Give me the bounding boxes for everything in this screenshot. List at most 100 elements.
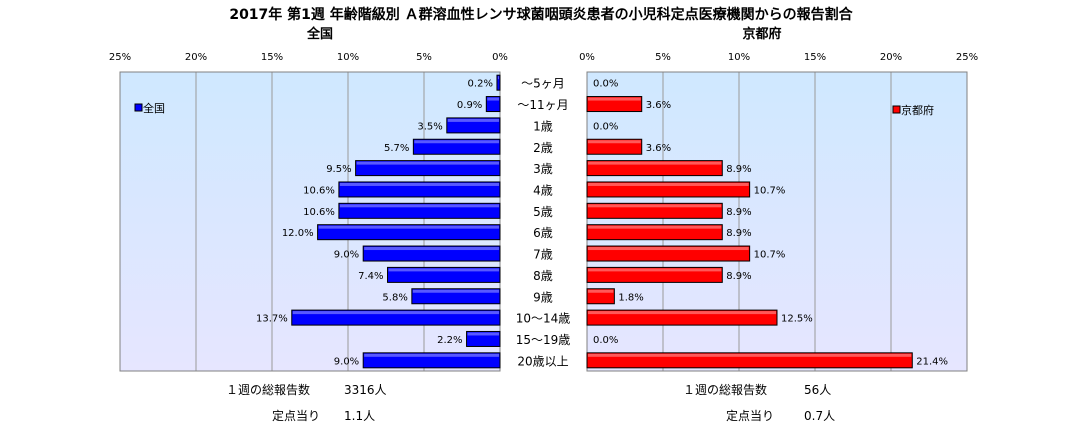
left-data-label: 9.0% — [334, 356, 359, 367]
right-bar — [586, 160, 723, 177]
right-tick-label: 0% — [579, 52, 595, 63]
category-label: 3歳 — [533, 162, 553, 176]
left-data-label: 10.6% — [303, 207, 335, 218]
right-bar — [586, 245, 751, 262]
left-bar — [338, 202, 501, 219]
left-bar — [317, 224, 501, 241]
left-bar-highlight — [339, 204, 499, 208]
left-bar-highlight — [364, 247, 499, 251]
right-footer: １週の総報告数 56人 定点当り 0.7人 — [683, 382, 835, 423]
left-data-label: 3.5% — [417, 121, 442, 132]
left-tick-label: 15% — [261, 52, 283, 63]
left-data-label: 9.0% — [334, 250, 359, 261]
right-bar-highlight — [588, 353, 912, 357]
kyoto-total-value: 56人 — [804, 383, 831, 397]
left-bar-highlight — [318, 225, 499, 229]
left-bar — [355, 160, 501, 177]
right-bar — [586, 309, 778, 326]
category-label: 15〜19歳 — [516, 333, 571, 347]
right-data-label: 10.7% — [754, 185, 786, 196]
left-plot-area — [120, 72, 500, 371]
right-bar — [586, 352, 913, 369]
national-total-label: １週の総報告数 — [226, 382, 310, 397]
right-data-label: 1.8% — [618, 292, 643, 303]
left-legend: 全国 — [134, 101, 165, 115]
right-bar-highlight — [588, 289, 614, 293]
left-data-label: 9.5% — [326, 164, 351, 175]
right-panel: 0% 5% 10% 15% 20% 25%0.0%3.6%0.0%3.6%8.9%10.7… — [579, 52, 978, 372]
left-tick-label: 10% — [337, 52, 359, 63]
left-tick-label: 0% — [492, 52, 508, 63]
left-data-label: 2.2% — [437, 335, 462, 346]
right-data-label: 0.0% — [593, 335, 618, 346]
left-bar-highlight — [364, 353, 499, 357]
right-bar-highlight — [588, 204, 722, 208]
left-tick-label: 5% — [416, 52, 432, 63]
category-label: 6歳 — [533, 226, 553, 240]
left-bar — [291, 309, 501, 326]
left-bar — [466, 330, 501, 347]
left-bar-highlight — [487, 97, 499, 101]
left-data-label: 0.9% — [457, 100, 482, 111]
right-data-label: 3.6% — [646, 100, 671, 111]
right-bar-highlight — [588, 97, 641, 101]
right-bar-highlight — [588, 311, 776, 315]
right-data-label: 12.5% — [781, 314, 813, 325]
category-label: 4歳 — [533, 183, 553, 197]
right-data-label: 8.9% — [726, 164, 751, 175]
right-plot-border — [586, 71, 968, 372]
category-label: 20歳以上 — [517, 354, 568, 368]
right-data-label: 3.6% — [646, 143, 671, 154]
right-data-label: 8.9% — [726, 271, 751, 282]
left-bar-highlight — [414, 140, 499, 144]
left-data-label: 7.4% — [358, 271, 383, 282]
right-tick-label: 15% — [804, 52, 826, 63]
legend-swatch — [892, 105, 901, 114]
right-data-label: 8.9% — [726, 207, 751, 218]
left-bar-highlight — [339, 182, 499, 186]
left-bar — [412, 138, 501, 155]
kyoto-total-label: １週の総報告数 — [683, 382, 767, 397]
right-bar — [586, 224, 723, 241]
left-bar — [362, 245, 501, 262]
kyoto-per-value: 0.7人 — [804, 409, 835, 423]
right-tick-label: 5% — [655, 52, 671, 63]
right-tick-label: 10% — [728, 52, 750, 63]
right-data-label: 10.7% — [754, 250, 786, 261]
category-labels: 〜5ヶ月〜11ヶ月 1歳 2歳 3歳 4歳 5歳 6歳 7歳 8歳 9歳 10〜14歳 15〜19歳 2… — [516, 77, 571, 369]
left-bar — [496, 74, 501, 91]
right-data-label: 8.9% — [726, 228, 751, 239]
national-per-label: 定点当り — [272, 408, 320, 423]
right-bar-highlight — [588, 225, 722, 229]
right-bar-highlight — [588, 268, 722, 272]
kyoto-per-label: 定点当り — [726, 408, 774, 423]
right-legend: 京都府 — [892, 103, 934, 117]
category-label: 9歳 — [533, 290, 553, 304]
right-data-label: 21.4% — [916, 356, 948, 367]
left-plot-border — [119, 71, 501, 372]
right-bar-highlight — [588, 161, 722, 165]
right-panel-title: 京都府 — [742, 26, 781, 42]
left-bar-highlight — [388, 268, 499, 272]
category-label: 10〜14歳 — [516, 312, 571, 326]
right-bar — [586, 266, 723, 283]
left-data-label: 5.7% — [384, 143, 409, 154]
left-bar-highlight — [412, 289, 499, 293]
category-label: 〜5ヶ月 — [521, 77, 565, 91]
category-label: 7歳 — [533, 248, 553, 262]
right-bar — [586, 138, 643, 155]
left-data-label: 12.0% — [282, 228, 314, 239]
left-data-label: 5.8% — [382, 292, 407, 303]
left-bar — [485, 96, 501, 113]
category-label: 8歳 — [533, 269, 553, 283]
legend-label: 京都府 — [901, 103, 934, 117]
left-footer: １週の総報告数 3316人 定点当り 1.1人 — [226, 382, 387, 423]
left-bar-highlight — [292, 311, 499, 315]
left-panel: 25% 20% 15% 10% 5% 0% 0.2% 0.9% 3.5% 5.7% 9.5% 10.6… — [109, 52, 508, 372]
left-data-label: 10.6% — [303, 185, 335, 196]
category-label: 〜11ヶ月 — [517, 98, 568, 112]
left-bar — [411, 288, 501, 305]
left-bar — [446, 117, 501, 134]
